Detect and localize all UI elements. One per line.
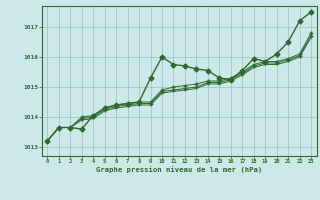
X-axis label: Graphe pression niveau de la mer (hPa): Graphe pression niveau de la mer (hPa) (96, 166, 262, 173)
